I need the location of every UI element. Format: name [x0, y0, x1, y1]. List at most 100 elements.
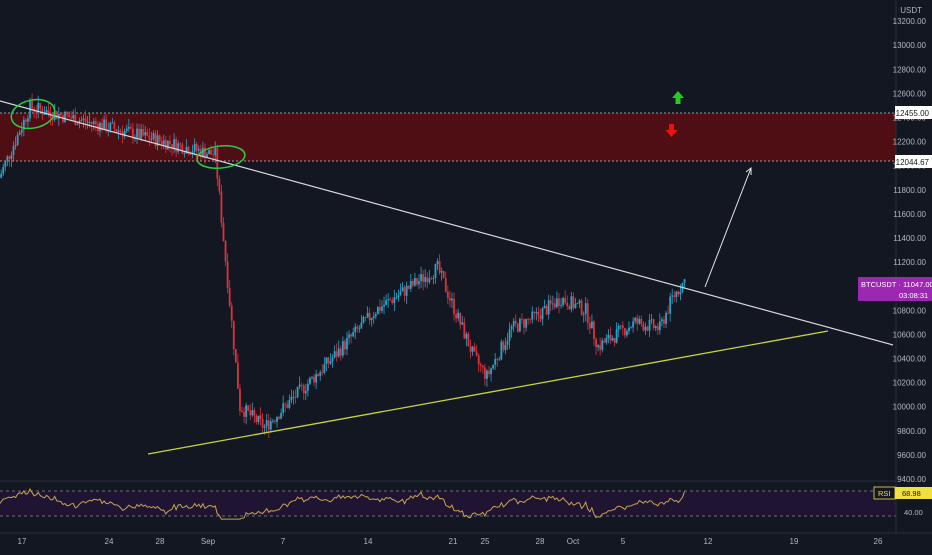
candle-body[interactable] — [313, 377, 315, 383]
candle-body[interactable] — [461, 322, 463, 324]
candle-body[interactable] — [408, 286, 410, 289]
candle-body[interactable] — [647, 327, 649, 331]
candle-body[interactable] — [354, 327, 356, 332]
candle-body[interactable] — [227, 262, 229, 288]
candle-body[interactable] — [673, 295, 675, 297]
candle-body[interactable] — [558, 298, 560, 306]
candle-body[interactable] — [260, 416, 262, 419]
candle-body[interactable] — [350, 335, 352, 337]
candle-body[interactable] — [669, 297, 671, 314]
candle-body[interactable] — [295, 397, 297, 398]
candle-body[interactable] — [661, 319, 663, 321]
candle-body[interactable] — [346, 338, 348, 349]
candle-body[interactable] — [562, 298, 564, 305]
candle-body[interactable] — [391, 300, 393, 303]
candle-body[interactable] — [2, 167, 4, 174]
candle-body[interactable] — [640, 319, 642, 324]
candle-body[interactable] — [496, 359, 498, 360]
candle-body[interactable] — [118, 131, 120, 132]
candle-body[interactable] — [284, 403, 286, 404]
candle-body[interactable] — [680, 292, 682, 294]
candle-body[interactable] — [13, 146, 15, 155]
candle-body[interactable] — [663, 319, 665, 323]
candle-body[interactable] — [556, 298, 558, 307]
candle-body[interactable] — [309, 378, 311, 384]
candle-body[interactable] — [515, 321, 517, 324]
candle-body[interactable] — [225, 241, 227, 261]
candle-body[interactable] — [66, 112, 68, 115]
candle-body[interactable] — [428, 278, 430, 282]
candle-body[interactable] — [521, 319, 523, 320]
candle-body[interactable] — [276, 417, 278, 422]
candle-body[interactable] — [11, 155, 13, 159]
candle-body[interactable] — [416, 278, 418, 284]
candle-body[interactable] — [373, 316, 375, 318]
candle-body[interactable] — [622, 325, 624, 328]
candle-body[interactable] — [400, 291, 402, 295]
candle-body[interactable] — [307, 384, 309, 391]
candle-body[interactable] — [525, 319, 527, 328]
candle-body[interactable] — [472, 347, 474, 352]
candle-body[interactable] — [301, 385, 303, 386]
candle-body[interactable] — [360, 323, 362, 329]
candle-body[interactable] — [323, 364, 325, 372]
candle-body[interactable] — [451, 299, 453, 301]
candle-body[interactable] — [334, 351, 336, 357]
candle-body[interactable] — [470, 346, 472, 351]
candle-body[interactable] — [385, 300, 387, 305]
candle-body[interactable] — [564, 298, 566, 303]
candle-body[interactable] — [533, 312, 535, 314]
candle-body[interactable] — [418, 281, 420, 284]
candle-body[interactable] — [288, 400, 290, 408]
candle-body[interactable] — [266, 420, 268, 426]
candle-body[interactable] — [159, 135, 161, 141]
candle-body[interactable] — [671, 295, 673, 296]
candle-body[interactable] — [550, 300, 552, 303]
candle-body[interactable] — [91, 122, 93, 124]
candle-body[interactable] — [126, 129, 128, 131]
candle-body[interactable] — [465, 334, 467, 339]
candle-body[interactable] — [505, 345, 507, 350]
candle-body[interactable] — [237, 362, 239, 388]
candle-body[interactable] — [245, 405, 247, 417]
candle-body[interactable] — [241, 411, 243, 412]
candle-body[interactable] — [552, 303, 554, 304]
candle-body[interactable] — [87, 122, 89, 123]
candle-body[interactable] — [68, 115, 70, 118]
candle-body[interactable] — [358, 329, 360, 330]
candle-body[interactable] — [628, 328, 630, 332]
candle-body[interactable] — [21, 130, 23, 133]
candle-body[interactable] — [387, 299, 389, 300]
candle-body[interactable] — [17, 135, 19, 145]
candle-body[interactable] — [605, 338, 607, 343]
candle-body[interactable] — [630, 327, 632, 328]
candle-body[interactable] — [599, 345, 601, 349]
candle-body[interactable] — [511, 326, 513, 329]
candle-body[interactable] — [583, 314, 585, 315]
candle-body[interactable] — [665, 313, 667, 324]
candle-body[interactable] — [286, 404, 288, 407]
candle-body[interactable] — [56, 111, 58, 119]
candle-body[interactable] — [603, 340, 605, 342]
candle-body[interactable] — [223, 223, 225, 241]
candle-body[interactable] — [303, 385, 305, 393]
candle-body[interactable] — [371, 318, 373, 320]
candle-body[interactable] — [249, 411, 251, 416]
candle-body[interactable] — [589, 323, 591, 328]
candle-body[interactable] — [459, 313, 461, 325]
candle-body[interactable] — [484, 367, 486, 379]
candle-body[interactable] — [344, 341, 346, 349]
candle-body[interactable] — [229, 288, 231, 306]
candle-body[interactable] — [116, 129, 118, 132]
candle-body[interactable] — [35, 112, 37, 113]
candle-body[interactable] — [233, 321, 235, 349]
candle-body[interactable] — [655, 326, 657, 328]
candle-body[interactable] — [60, 114, 62, 115]
candle-body[interactable] — [146, 132, 148, 136]
candle-body[interactable] — [181, 144, 183, 153]
candle-body[interactable] — [258, 416, 260, 422]
candle-body[interactable] — [81, 120, 83, 121]
candle-body[interactable] — [142, 129, 144, 135]
candle-body[interactable] — [632, 321, 634, 327]
candle-body[interactable] — [208, 150, 210, 154]
